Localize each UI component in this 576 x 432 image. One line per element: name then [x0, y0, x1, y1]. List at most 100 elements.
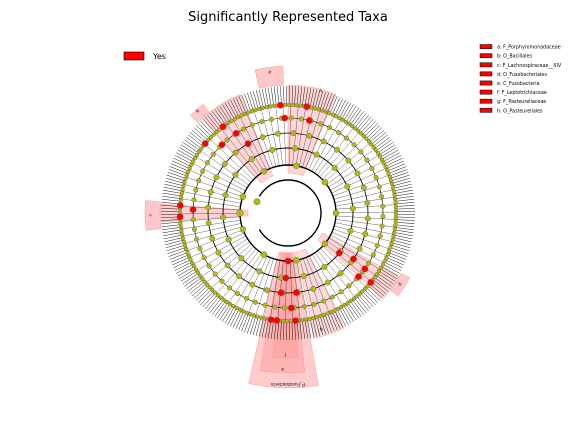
taxon-node	[243, 295, 249, 301]
taxon-node	[376, 184, 382, 190]
taxon-node	[321, 178, 328, 186]
leaf-line	[393, 237, 412, 243]
leaf-line	[173, 157, 191, 167]
branch-line	[186, 176, 243, 198]
branch-line	[226, 123, 261, 174]
taxon-node	[221, 161, 228, 167]
taxon-node	[340, 117, 345, 123]
taxon-node	[283, 102, 288, 108]
leaf-line	[387, 254, 406, 263]
taxon-node	[251, 313, 256, 318]
taxon-node	[185, 250, 190, 255]
taxon-node	[191, 264, 197, 269]
taxon-node	[301, 304, 307, 310]
leaf-line	[280, 86, 282, 106]
branch-line	[334, 189, 394, 203]
taxon-node	[320, 138, 327, 145]
branch-line	[239, 116, 267, 171]
taxon-node	[360, 289, 365, 294]
clade-legend: a: F_Porphyromonadaceae b: O_Bacillales c:…	[479, 44, 562, 114]
branch-line	[331, 231, 388, 257]
leaf-line	[176, 152, 194, 162]
leaf-line	[214, 109, 226, 125]
taxon-node	[343, 119, 349, 125]
taxon-node	[253, 107, 258, 113]
significant-node	[281, 114, 288, 122]
taxon-node	[346, 283, 352, 289]
leaf-line	[332, 97, 341, 115]
taxon-node	[184, 246, 189, 252]
leaf-line	[350, 301, 362, 317]
taxon-node	[209, 235, 216, 242]
taxon-node	[377, 233, 383, 239]
leaf-line	[177, 266, 195, 277]
leaf-line	[348, 107, 360, 124]
leaf-line	[249, 316, 257, 335]
leaf-line	[277, 86, 280, 106]
taxon-node	[345, 300, 350, 306]
taxon-node	[327, 125, 333, 131]
taxon-node	[236, 273, 242, 280]
leaf-line	[161, 224, 181, 227]
taxon-node	[310, 285, 317, 292]
leaf-line	[317, 90, 324, 110]
leaf-line	[350, 109, 362, 126]
leaf-line	[222, 305, 233, 322]
taxon-node	[217, 127, 222, 132]
taxon-node	[389, 182, 395, 187]
taxon-node	[196, 149, 202, 154]
leaf-line	[180, 270, 198, 282]
taxon-node	[181, 239, 187, 244]
taxon-node	[334, 114, 339, 119]
leaf-line	[189, 281, 205, 294]
taxon-node	[197, 273, 203, 278]
ring-arc	[192, 117, 384, 309]
leaf-line	[296, 86, 299, 106]
leaf-line	[377, 273, 394, 285]
taxon-node	[325, 311, 330, 316]
leaf-line	[200, 120, 214, 135]
taxon-node	[232, 116, 237, 122]
taxon-node	[271, 103, 277, 109]
taxon-node	[258, 315, 264, 320]
leaf-line	[334, 98, 344, 116]
taxon-node	[374, 272, 380, 277]
leaf-line	[366, 125, 381, 139]
taxon-node	[180, 236, 186, 241]
taxon-node	[213, 174, 220, 181]
taxon-node	[358, 149, 364, 155]
leaf-line	[198, 123, 212, 137]
leaf-line	[336, 99, 346, 117]
taxon-node	[393, 208, 399, 213]
branch-line	[180, 213, 241, 215]
taxon-node	[220, 214, 227, 221]
taxon-node	[183, 176, 188, 181]
taxon-node	[241, 309, 246, 314]
taxon-node	[284, 318, 290, 324]
taxon-node	[227, 301, 233, 307]
taxon-node	[371, 145, 376, 150]
leaf-line	[329, 95, 338, 114]
clade-legend-label-c: c: F_Lachnospiraceae__XIV	[497, 63, 562, 69]
taxon-node	[269, 146, 276, 153]
taxon-node	[218, 295, 223, 300]
taxon-node	[184, 173, 189, 178]
leaf-line	[161, 208, 181, 210]
taxon-node	[358, 131, 364, 136]
leaf-line	[198, 289, 212, 303]
taxon-node	[210, 287, 215, 293]
leaf-line	[343, 104, 354, 121]
leaf-line	[161, 221, 181, 224]
leaf-line	[388, 166, 407, 174]
leaf-line	[394, 229, 414, 234]
leaf-line	[216, 107, 228, 124]
taxon-node	[248, 312, 253, 317]
leaf-line	[193, 127, 209, 141]
leaf-line	[319, 316, 326, 335]
leaf-line	[395, 202, 415, 205]
taxon-node	[193, 267, 199, 272]
taxon-node	[316, 107, 321, 112]
leaf-line	[180, 144, 198, 156]
sector-label-a: a	[268, 70, 272, 75]
leaf-line	[209, 112, 222, 129]
